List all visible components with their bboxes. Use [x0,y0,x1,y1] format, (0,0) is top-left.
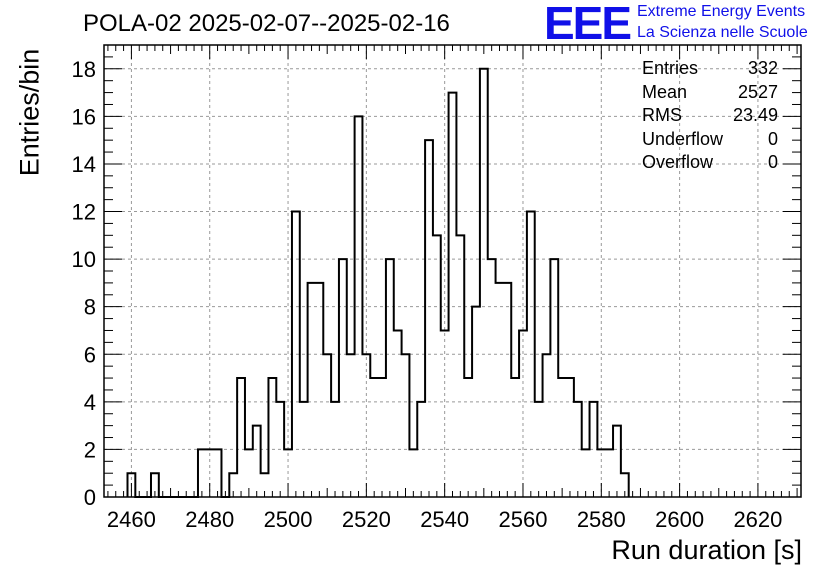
stat-label: Overflow [642,152,714,172]
axes: 2460 2480 2500 2520 2540 2560 2580 2600 26200246… [72,44,802,532]
y-tick-label: 10 [72,247,96,272]
x-tick-label: 2520 [342,507,391,532]
stat-label: RMS [642,105,682,125]
stat-row-overflow: Overflow 0 [642,152,782,176]
histogram-outline [126,67,630,498]
y-tick-label: 2 [84,437,96,462]
histogram-series [126,67,630,498]
y-tick-label: 18 [72,57,96,82]
x-tick-label: 2580 [577,507,626,532]
x-tick-label: 2600 [655,507,704,532]
x-axis-label: Run duration [s] [611,535,802,565]
y-tick-label: 0 [84,485,96,510]
logo-text-line2: La Scienza nelle Scuole [637,24,808,41]
y-tick-label: 12 [72,200,96,225]
logo-text-line1: Extreme Energy Events [637,3,806,20]
stat-row-rms: RMS 23.49 [642,105,782,129]
x-tick-label: 2540 [420,507,469,532]
stat-value: 332 [747,58,778,78]
stat-value: 0 [767,128,778,149]
stat-row-underflow: Underflow 0 [642,129,782,153]
stat-label: Underflow [642,128,724,149]
y-axis-label: Entries/bin [14,48,45,177]
y-tick-label: 16 [72,104,96,129]
y-tick-label: 4 [84,390,96,415]
stat-label: Entries [642,58,699,78]
x-tick-label: 2460 [107,507,156,532]
stat-row-entries: Entries 332 [642,58,782,82]
y-tick-label: 14 [72,152,96,177]
stat-value: 0 [767,152,778,172]
x-tick-label: 2500 [264,507,313,532]
stat-row-mean: Mean 2527 [642,82,782,106]
grid-lines [104,45,801,497]
x-tick-label: 2620 [733,507,782,532]
x-tick-label: 2560 [499,507,548,532]
chart-title: POLA-02 2025-02-07--2025-02-16 [83,10,450,37]
y-tick-label: 8 [84,295,96,320]
stat-label: Mean [642,81,688,102]
stat-value: 2527 [737,81,778,102]
stats-box: Entries 332 Mean 2527 RMS 23.49 Underflo… [642,58,782,176]
stat-value: 23.49 [732,105,778,125]
y-tick-label: 6 [84,342,96,367]
x-tick-label: 2480 [185,507,234,532]
eee-logo: EEE [544,0,632,49]
